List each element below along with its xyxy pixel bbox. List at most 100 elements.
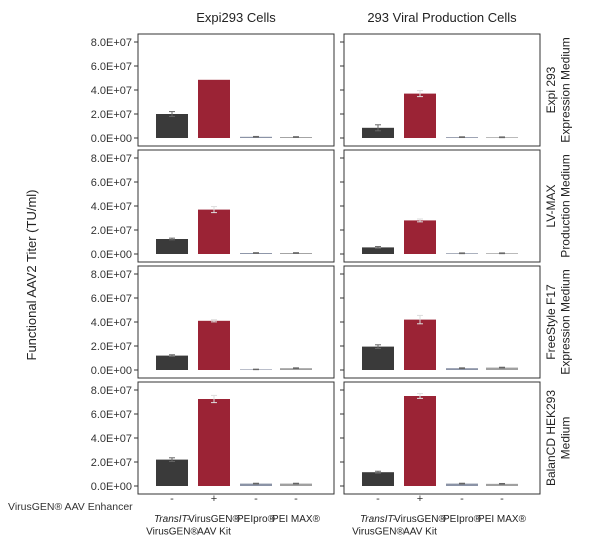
y-tick-label: 2.0E+07 xyxy=(91,341,132,353)
bar xyxy=(486,367,518,370)
y-tick-label: 8.0E+07 xyxy=(91,385,132,397)
y-tick-label: 0.0E+00 xyxy=(91,481,132,493)
bar xyxy=(486,483,518,486)
y-tick-label: 4.0E+07 xyxy=(91,85,132,97)
y-tick-label: 0.0E+00 xyxy=(91,133,132,145)
bar xyxy=(362,247,394,254)
y-tick-label: 6.0E+07 xyxy=(91,61,132,73)
bar xyxy=(198,209,230,254)
bar xyxy=(404,93,436,138)
category-label-line: PEIpro® xyxy=(237,514,276,525)
category-label: PEI MAX® xyxy=(272,514,321,525)
y-tick-label: 8.0E+07 xyxy=(91,153,132,165)
row-title-line: Expression Medium xyxy=(559,37,573,142)
row-title-line: LV-MAX xyxy=(544,184,558,227)
bar xyxy=(362,127,394,138)
category-label: TransIT- VirusGEN® xyxy=(146,514,198,538)
category-label-line: VirusGEN® xyxy=(394,514,446,525)
category-label-line: VirusGEN® xyxy=(352,527,404,538)
bar xyxy=(404,396,436,486)
row-title-line: Expression Medium xyxy=(559,269,573,374)
enhancer-sign: + xyxy=(211,493,217,505)
column-title: Expi293 Cells xyxy=(196,10,276,25)
bar xyxy=(362,472,394,486)
row-title: Expi 293Expression Medium xyxy=(544,37,572,142)
bar xyxy=(446,483,478,486)
category-label: VirusGEN® AAV Kit xyxy=(394,514,446,538)
y-tick-label: 2.0E+07 xyxy=(91,457,132,469)
row-title-line: BalanCD HEK293 xyxy=(544,390,558,486)
column-title: 293 Viral Production Cells xyxy=(367,10,517,25)
category-label-line: TransIT- xyxy=(154,514,191,525)
category-label: PEI MAX® xyxy=(478,514,527,525)
bar xyxy=(280,483,312,486)
panel: 0.0E+00 2.0E+07 4.0E+07 6.0E+07 8.0E+07 xyxy=(91,149,335,263)
y-tick-label: 0.0E+00 xyxy=(91,249,132,261)
enhancer-sign: - xyxy=(460,493,464,505)
row-title-line: Expi 293 xyxy=(544,66,558,113)
category-label: VirusGEN® AAV Kit xyxy=(188,514,240,538)
panel: 0.0E+00 2.0E+07 4.0E+07 6.0E+07 8.0E+07 xyxy=(91,265,335,379)
enhancer-label: VirusGEN® AAV Enhancer xyxy=(8,501,133,513)
row-title: BalanCD HEK293Medium xyxy=(544,390,572,486)
panel xyxy=(340,265,541,379)
bar xyxy=(362,346,394,370)
column-titles: Expi293 Cells 293 Viral Production Cells xyxy=(196,10,517,25)
panel: 0.0E+00 2.0E+07 4.0E+07 6.0E+07 8.0E+07 xyxy=(91,381,335,495)
y-tick-label: 8.0E+07 xyxy=(91,37,132,49)
category-label: TransIT- VirusGEN® xyxy=(352,514,404,538)
category-label-line: PEI MAX® xyxy=(272,514,321,525)
bar xyxy=(446,368,478,370)
enhancer-sign: + xyxy=(417,493,423,505)
x-axis-labels: VirusGEN® AAV Enhancer- + - -TransIT-VirusG… xyxy=(8,493,527,538)
row-title-line: FreeStyle F17 xyxy=(544,284,558,360)
category-label-line: AAV Kit xyxy=(403,527,437,538)
y-tick-label: 2.0E+07 xyxy=(91,225,132,237)
y-tick-label: 6.0E+07 xyxy=(91,409,132,421)
row-title-line: Medium xyxy=(559,417,573,460)
bar xyxy=(198,79,230,138)
panel: 0.0E+00 2.0E+07 4.0E+07 6.0E+07 8.0E+07 xyxy=(91,33,335,147)
category-label-line: AAV Kit xyxy=(197,527,231,538)
row-title-line: Production Medium xyxy=(559,154,573,257)
category-label-line: PEIpro® xyxy=(443,514,482,525)
category-label-line: PEI MAX® xyxy=(478,514,527,525)
bar xyxy=(156,355,188,370)
panel xyxy=(340,33,541,147)
bar xyxy=(240,483,272,486)
bar xyxy=(156,114,188,138)
chart-panels: 0.0E+002.0E+074.0E+076.0E+078.0E+070.0E+… xyxy=(91,33,541,495)
row-title: LV-MAXProduction Medium xyxy=(544,154,572,257)
panel xyxy=(340,381,541,495)
category-label: PEIpro® xyxy=(237,514,276,525)
y-tick-label: 2.0E+07 xyxy=(91,109,132,121)
y-axis-label: Functional AAV2 Titer (TU/ml) xyxy=(24,190,39,361)
panel-frame xyxy=(343,149,541,263)
bar xyxy=(198,320,230,370)
y-tick-label: 4.0E+07 xyxy=(91,433,132,445)
category-label-line: VirusGEN® xyxy=(188,514,240,525)
enhancer-sign: - xyxy=(254,493,258,505)
y-tick-label: 8.0E+07 xyxy=(91,269,132,281)
enhancer-sign: - xyxy=(376,493,380,505)
enhancer-sign: - xyxy=(294,493,298,505)
bar xyxy=(198,399,230,486)
bar xyxy=(404,220,436,254)
bar xyxy=(156,459,188,486)
enhancer-sign: - xyxy=(500,493,504,505)
panel xyxy=(340,149,541,263)
y-tick-label: 6.0E+07 xyxy=(91,177,132,189)
category-label: PEIpro® xyxy=(443,514,482,525)
bar xyxy=(156,239,188,254)
bar xyxy=(404,319,436,370)
category-label-line: VirusGEN® xyxy=(146,527,198,538)
row-titles: Expi 293Expression MediumLV-MAXProductio… xyxy=(544,37,572,486)
y-tick-label: 6.0E+07 xyxy=(91,293,132,305)
category-label-line: TransIT- xyxy=(360,514,397,525)
y-tick-label: 4.0E+07 xyxy=(91,201,132,213)
enhancer-sign: - xyxy=(170,493,174,505)
row-title: FreeStyle F17Expression Medium xyxy=(544,269,572,374)
y-tick-label: 4.0E+07 xyxy=(91,317,132,329)
y-tick-label: 0.0E+00 xyxy=(91,365,132,377)
